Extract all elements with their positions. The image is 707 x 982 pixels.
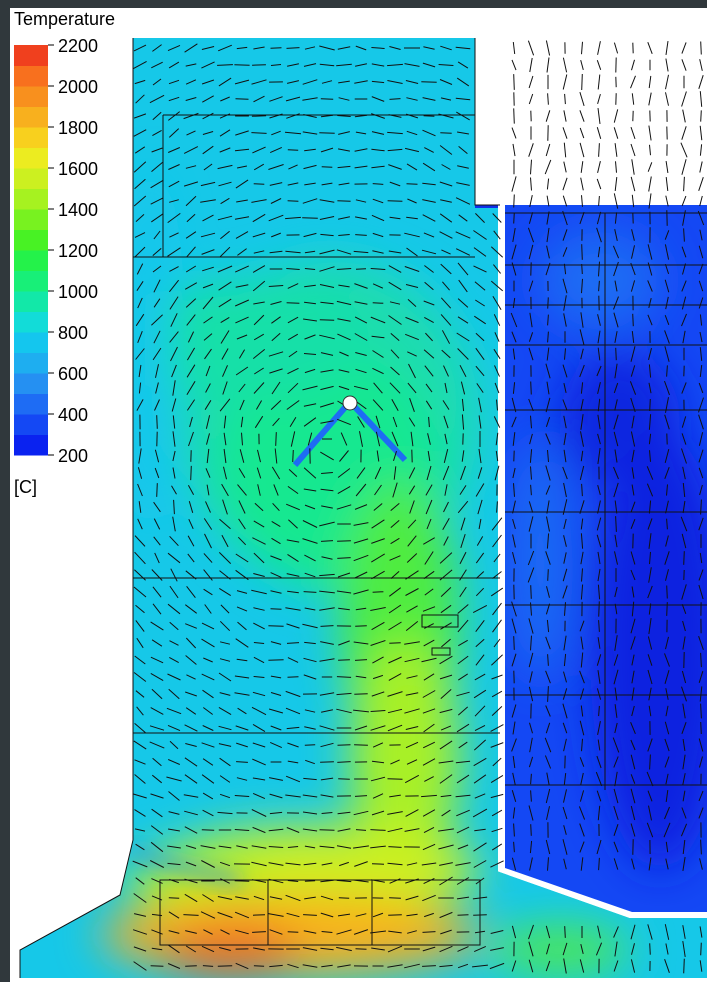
colorbar-tick-label: 2200 xyxy=(58,36,98,56)
colorbar-tick-label: 400 xyxy=(58,405,88,425)
colorbar-band xyxy=(14,435,48,456)
vector xyxy=(322,167,333,168)
colorbar-tick-label: 1200 xyxy=(58,241,98,261)
vector xyxy=(288,677,299,678)
vector xyxy=(701,722,702,734)
vector xyxy=(320,320,334,321)
chart: Temperature [C] 200 400 600 800 1000 1200 1400… xyxy=(0,0,707,982)
vector xyxy=(582,244,583,260)
vector xyxy=(582,74,583,90)
vector xyxy=(373,303,384,304)
colorbar-tick-label: 1600 xyxy=(58,159,98,179)
vector xyxy=(356,269,366,270)
page: Temperature [C] 200 400 600 800 1000 1200 1400… xyxy=(0,0,707,982)
vector xyxy=(582,264,583,274)
colorbar-band xyxy=(14,373,48,394)
colorbar-band xyxy=(14,127,48,148)
colorbar-band xyxy=(14,414,48,435)
vector xyxy=(252,116,266,117)
colorbar-band xyxy=(14,168,48,189)
colorbar-band xyxy=(14,332,48,353)
vector xyxy=(650,943,651,954)
vector xyxy=(320,830,335,831)
colorbar-band xyxy=(14,107,48,128)
colorbar-tick-label: 1800 xyxy=(58,118,98,138)
vector xyxy=(268,626,283,627)
colorbar-band xyxy=(14,271,48,292)
vector xyxy=(565,926,566,938)
vector xyxy=(514,108,515,123)
vector xyxy=(388,779,403,780)
vector xyxy=(667,586,668,599)
colorbar-band xyxy=(14,353,48,374)
injector xyxy=(343,396,357,410)
vector xyxy=(531,824,532,836)
vector xyxy=(218,966,232,967)
colorbar-band xyxy=(14,394,48,415)
colorbar-tick-label: 1000 xyxy=(58,282,98,302)
vector xyxy=(388,201,403,202)
colorbar-band xyxy=(14,230,48,251)
vector xyxy=(684,551,685,565)
vector xyxy=(338,779,350,780)
colorbar-tick-label: 2000 xyxy=(58,77,98,97)
legend-title: Temperature xyxy=(14,9,115,29)
vector xyxy=(633,314,634,326)
vector xyxy=(531,585,532,599)
colorbar-band xyxy=(14,189,48,210)
vector xyxy=(321,99,333,100)
vector xyxy=(319,133,334,134)
vector xyxy=(514,213,515,224)
vector xyxy=(531,382,532,395)
colorbar-band xyxy=(14,291,48,312)
vector xyxy=(667,602,668,616)
colorbar-band xyxy=(14,148,48,169)
vector xyxy=(421,82,436,83)
colorbar-band xyxy=(14,45,48,66)
vector xyxy=(305,745,315,746)
vector xyxy=(287,303,300,304)
vector xyxy=(254,966,264,967)
colorbar-band xyxy=(14,209,48,230)
vector xyxy=(548,297,549,308)
vector xyxy=(389,898,401,899)
colorbar-tick-label: 600 xyxy=(58,364,88,384)
vector xyxy=(458,915,469,916)
colorbar-tick-label: 200 xyxy=(58,446,88,466)
vector xyxy=(548,569,549,581)
vector xyxy=(157,415,158,429)
vector xyxy=(191,466,192,480)
vector xyxy=(320,762,334,763)
colorbar-tick-label: 1400 xyxy=(58,200,98,220)
vector xyxy=(599,601,600,616)
vector xyxy=(514,195,515,208)
legend-unit: [C] xyxy=(14,477,37,497)
vector xyxy=(701,110,702,121)
vector xyxy=(440,133,451,134)
colorbar-tick-label: 800 xyxy=(58,323,88,343)
vector xyxy=(268,660,283,661)
vector xyxy=(616,348,617,360)
vector xyxy=(373,592,384,593)
vector xyxy=(388,915,402,916)
vector xyxy=(650,399,651,411)
vector xyxy=(389,643,400,644)
vector xyxy=(157,483,158,497)
vector xyxy=(514,636,515,650)
vector xyxy=(701,42,702,55)
colorbar-band xyxy=(14,66,48,87)
colorbar-band xyxy=(14,250,48,271)
vector xyxy=(276,432,277,446)
vector xyxy=(356,949,367,950)
colorbar-band xyxy=(14,312,48,333)
colorbar-band xyxy=(14,86,48,107)
vector xyxy=(701,943,702,956)
vector xyxy=(293,450,294,462)
vector xyxy=(337,201,350,202)
vector xyxy=(514,74,515,90)
vector xyxy=(684,959,685,974)
